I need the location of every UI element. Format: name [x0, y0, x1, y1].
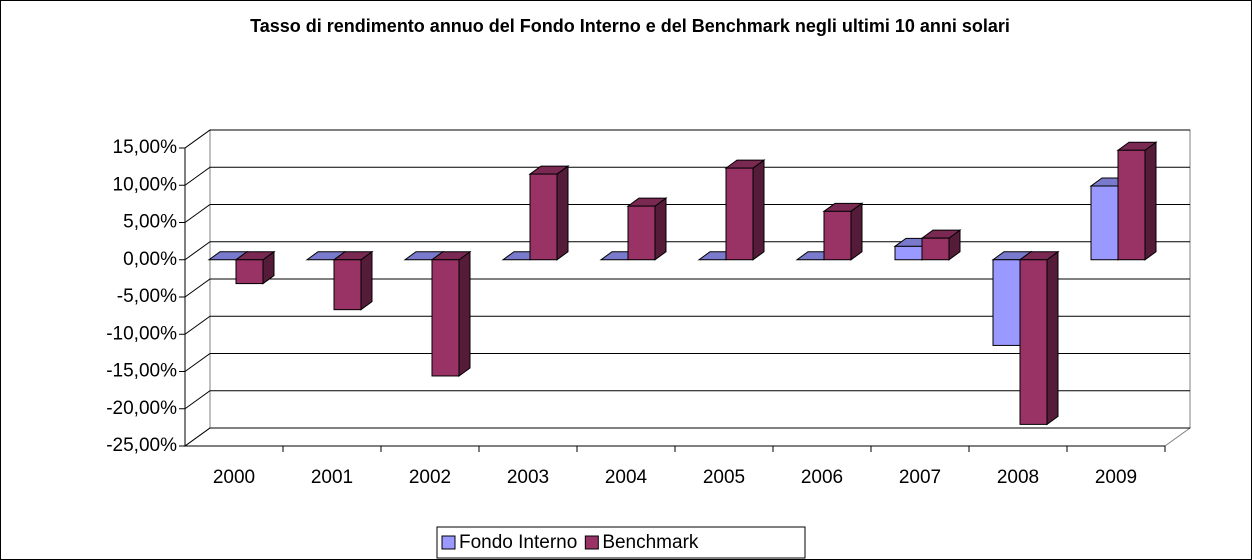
- bar: [431, 259, 460, 377]
- bar: [823, 210, 852, 261]
- grid-line: [184, 427, 1190, 447]
- grid-line: [184, 166, 1190, 186]
- x-tick-label: 2001: [311, 467, 353, 488]
- y-tick-label: 5,00%: [123, 212, 177, 233]
- y-tick-label: 10,00%: [113, 174, 178, 195]
- y-tick-label: -15,00%: [106, 361, 177, 382]
- x-tick-label: 2006: [801, 467, 843, 488]
- y-tick-label: 15,00%: [113, 137, 178, 158]
- grid-line: [184, 129, 1190, 149]
- legend-label: Fondo Interno: [459, 532, 577, 553]
- bar: [529, 173, 558, 261]
- bar-side: [556, 165, 569, 261]
- bar-side: [1046, 250, 1059, 426]
- grid-line: [184, 278, 1190, 298]
- bar: [235, 259, 264, 285]
- bar: [627, 205, 656, 261]
- y-tick-label: -5,00%: [117, 286, 177, 307]
- grid-line: [184, 204, 1190, 223]
- x-tick-label: 2007: [899, 467, 941, 488]
- bar: [333, 259, 362, 311]
- bar-side: [654, 197, 667, 261]
- chart-title: Tasso di rendimento annuo del Fondo Inte…: [250, 16, 1010, 36]
- x-tick-label: 2003: [507, 467, 549, 488]
- bar: [1090, 185, 1119, 261]
- y-tick-label: -20,00%: [106, 398, 177, 419]
- grid-line: [184, 353, 1190, 372]
- bar: [1117, 149, 1146, 261]
- grid-line: [184, 241, 1190, 261]
- legend-swatch: [441, 535, 456, 550]
- x-tick-label: 2002: [409, 467, 451, 488]
- y-tick-label: -25,00%: [106, 435, 177, 456]
- bar: [725, 167, 754, 261]
- bar: [894, 245, 923, 261]
- bar-side: [458, 250, 471, 377]
- x-tick-label: 2004: [605, 467, 648, 488]
- bar-side: [850, 202, 863, 261]
- x-tick-label: 2005: [703, 467, 745, 488]
- grid-line: [184, 390, 1190, 410]
- y-tick-label: 0,00%: [123, 249, 177, 270]
- legend-swatch: [584, 535, 599, 550]
- bar-side: [1144, 141, 1157, 261]
- bar: [992, 259, 1021, 346]
- x-tick-label: 2000: [213, 467, 255, 488]
- bar: [921, 237, 950, 261]
- legend-box: [436, 526, 806, 559]
- x-tick-label: 2008: [997, 467, 1039, 488]
- y-tick-label: -10,00%: [106, 323, 177, 344]
- x-tick-label: 2009: [1095, 467, 1137, 488]
- grid-line: [184, 315, 1190, 335]
- legend-label: Benchmark: [602, 532, 699, 553]
- bar-side: [360, 250, 373, 311]
- bar-side: [752, 159, 765, 261]
- floor: [183, 427, 1192, 447]
- bar: [1019, 259, 1048, 425]
